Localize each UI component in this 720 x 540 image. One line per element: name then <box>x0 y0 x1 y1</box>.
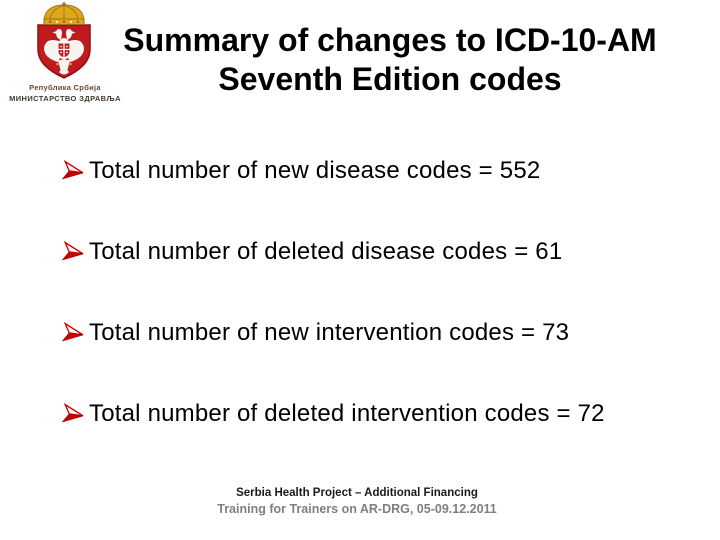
logo-caption-line1: Република Србија <box>29 83 101 92</box>
slide-title-line2: Seventh Edition codes <box>218 61 562 97</box>
bullet-item: Total number of new disease codes = 552 <box>61 154 712 188</box>
bullet-text: Total number of deleted disease codes = … <box>89 238 563 265</box>
footer-training-line: Training for Trainers on AR-DRG, 05-09.1… <box>217 502 497 516</box>
logo-caption: Република Србија МИНИСТАРСТВО ЗДРАВЉА <box>0 83 130 104</box>
footer-project-line: Serbia Health Project – Additional Finan… <box>236 487 478 499</box>
logo-caption-line2: МИНИСТАРСТВО ЗДРАВЉА <box>9 94 121 103</box>
red-arrowhead-bullet-icon <box>61 240 84 260</box>
bullet-text: Total number of deleted intervention cod… <box>89 400 605 427</box>
slide-title: Summary of changes to ICD-10-AM Seventh … <box>90 21 690 99</box>
bullet-item: Total number of new intervention codes =… <box>61 316 712 350</box>
slide-title-line1: Summary of changes to ICD-10-AM <box>123 22 657 58</box>
bullet-item: Total number of deleted intervention cod… <box>61 397 712 431</box>
bullet-text: Total number of new intervention codes =… <box>89 319 570 346</box>
bullet-text: Total number of new disease codes = 552 <box>89 157 541 184</box>
slide-footer: Serbia Health Project – Additional Finan… <box>0 486 714 517</box>
red-arrowhead-bullet-icon <box>61 402 84 422</box>
serbia-coat-of-arms-icon <box>37 2 91 79</box>
red-arrowhead-bullet-icon <box>61 159 84 179</box>
bullet-item: Total number of deleted disease codes = … <box>61 235 712 269</box>
red-arrowhead-bullet-icon <box>61 321 84 341</box>
